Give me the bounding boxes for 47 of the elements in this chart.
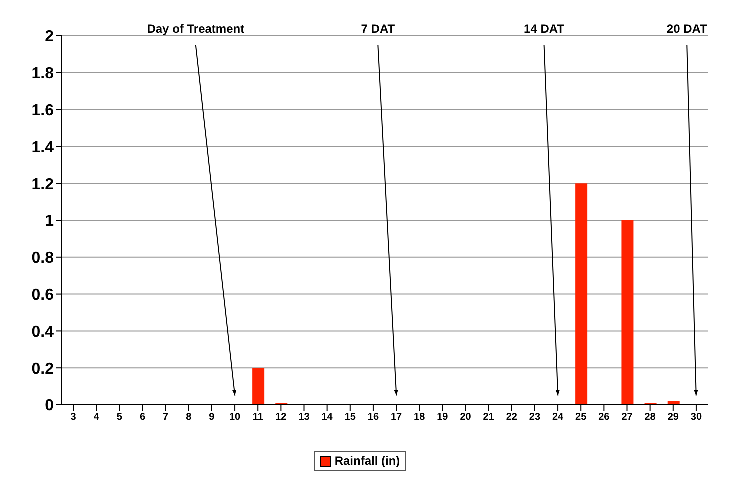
x-tick-label: 4: [94, 412, 100, 424]
x-tick-label: 12: [276, 412, 288, 424]
bar: [622, 220, 634, 405]
x-tick-label: 23: [529, 412, 541, 424]
x-tick-label: 22: [506, 412, 518, 424]
x-tick-label: 10: [229, 412, 242, 424]
x-tick-label: 27: [622, 412, 634, 424]
x-tick-label: 21: [483, 412, 495, 424]
x-tick-label: 6: [140, 412, 146, 424]
y-tick-label: 1.2: [32, 176, 54, 194]
y-tick-label: 1: [45, 213, 54, 230]
annotation: 20 DAT: [666, 22, 708, 36]
x-tick-label: 19: [437, 412, 449, 424]
legend-label: Rainfall (in): [334, 454, 400, 468]
y-tick-label: 1.8: [32, 66, 54, 83]
y-tick-label: 0.4: [32, 324, 54, 341]
bar: [576, 184, 588, 405]
y-tick-label: 0.6: [32, 286, 54, 304]
y-tick-label: 1.4: [32, 139, 54, 156]
x-tick-label: 24: [552, 412, 564, 424]
x-tick-label: 25: [576, 412, 588, 424]
x-tick-label: 20: [460, 412, 472, 424]
x-tick-label: 8: [186, 412, 192, 424]
x-tick-label: 16: [368, 412, 380, 424]
x-tick-label: 15: [344, 412, 356, 424]
bar: [252, 368, 265, 405]
x-tick-label: 11: [252, 412, 264, 424]
x-tick-label: 26: [598, 412, 610, 424]
x-tick-label: 30: [690, 412, 702, 424]
y-tick-label: 2: [45, 28, 54, 46]
x-tick-label: 14: [322, 412, 334, 424]
x-tick-label: 29: [668, 412, 680, 424]
y-tick-label: 0.2: [32, 360, 54, 378]
annotation: Day of Treatment: [147, 22, 245, 36]
y-tick-label: 0: [45, 398, 54, 415]
annotation: 7 DAT: [361, 22, 396, 36]
x-tick-label: 18: [414, 412, 426, 424]
x-tick-label: 17: [390, 412, 403, 424]
x-tick-label: 28: [644, 412, 656, 424]
x-tick-label: 3: [70, 412, 77, 424]
y-tick-label: 1.6: [32, 102, 54, 120]
x-tick-label: 5: [116, 412, 123, 424]
annotation: 14 DAT: [524, 22, 566, 36]
x-tick-label: 13: [298, 412, 310, 424]
x-tick-label: 7: [163, 412, 170, 424]
x-tick-label: 9: [209, 412, 216, 424]
y-tick-label: 0.8: [32, 250, 54, 268]
